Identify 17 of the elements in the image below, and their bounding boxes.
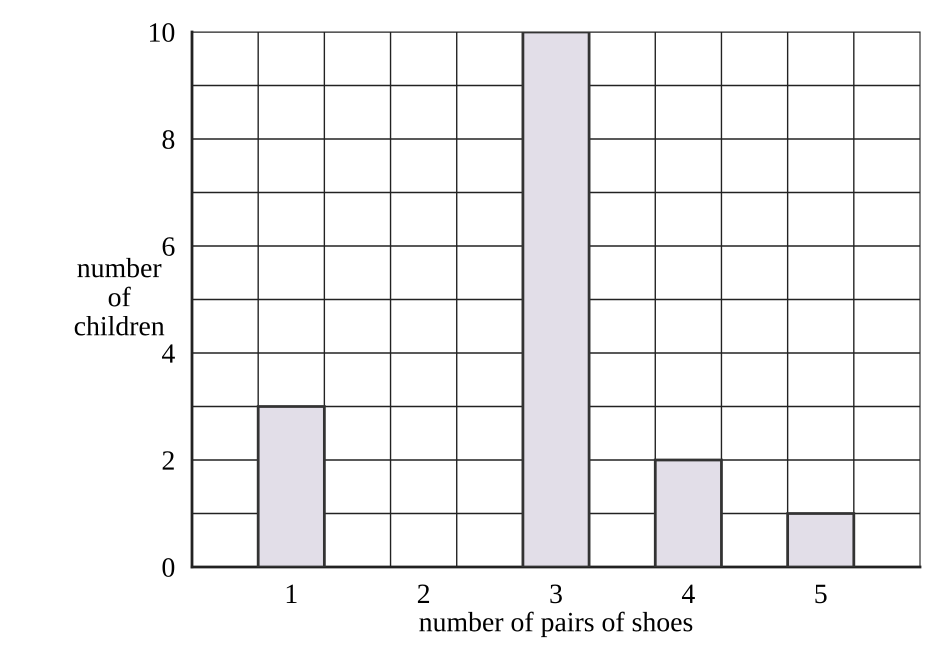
y-tick-label: 10: [150, 23, 174, 42]
y-tick-label: 2: [162, 451, 174, 470]
y-tick-label: 4: [162, 344, 175, 363]
y-tick-label: 8: [162, 130, 174, 149]
x-tick-label: 2: [418, 584, 430, 603]
bar: [786, 512, 856, 567]
y-axis-title: number of children: [74, 258, 164, 336]
x-axis-title: number of pairs of shoes: [419, 612, 692, 638]
bar: [522, 32, 590, 567]
bar: [654, 458, 723, 567]
x-tick-label: 5: [815, 584, 827, 604]
x-tick-label: 3: [550, 584, 562, 604]
y-tick-label: 6: [162, 237, 175, 256]
x-tick-label: 1: [286, 584, 297, 603]
x-tick-label: 4: [682, 584, 695, 603]
y-tick-label: 0: [162, 558, 174, 577]
bar: [256, 405, 326, 567]
